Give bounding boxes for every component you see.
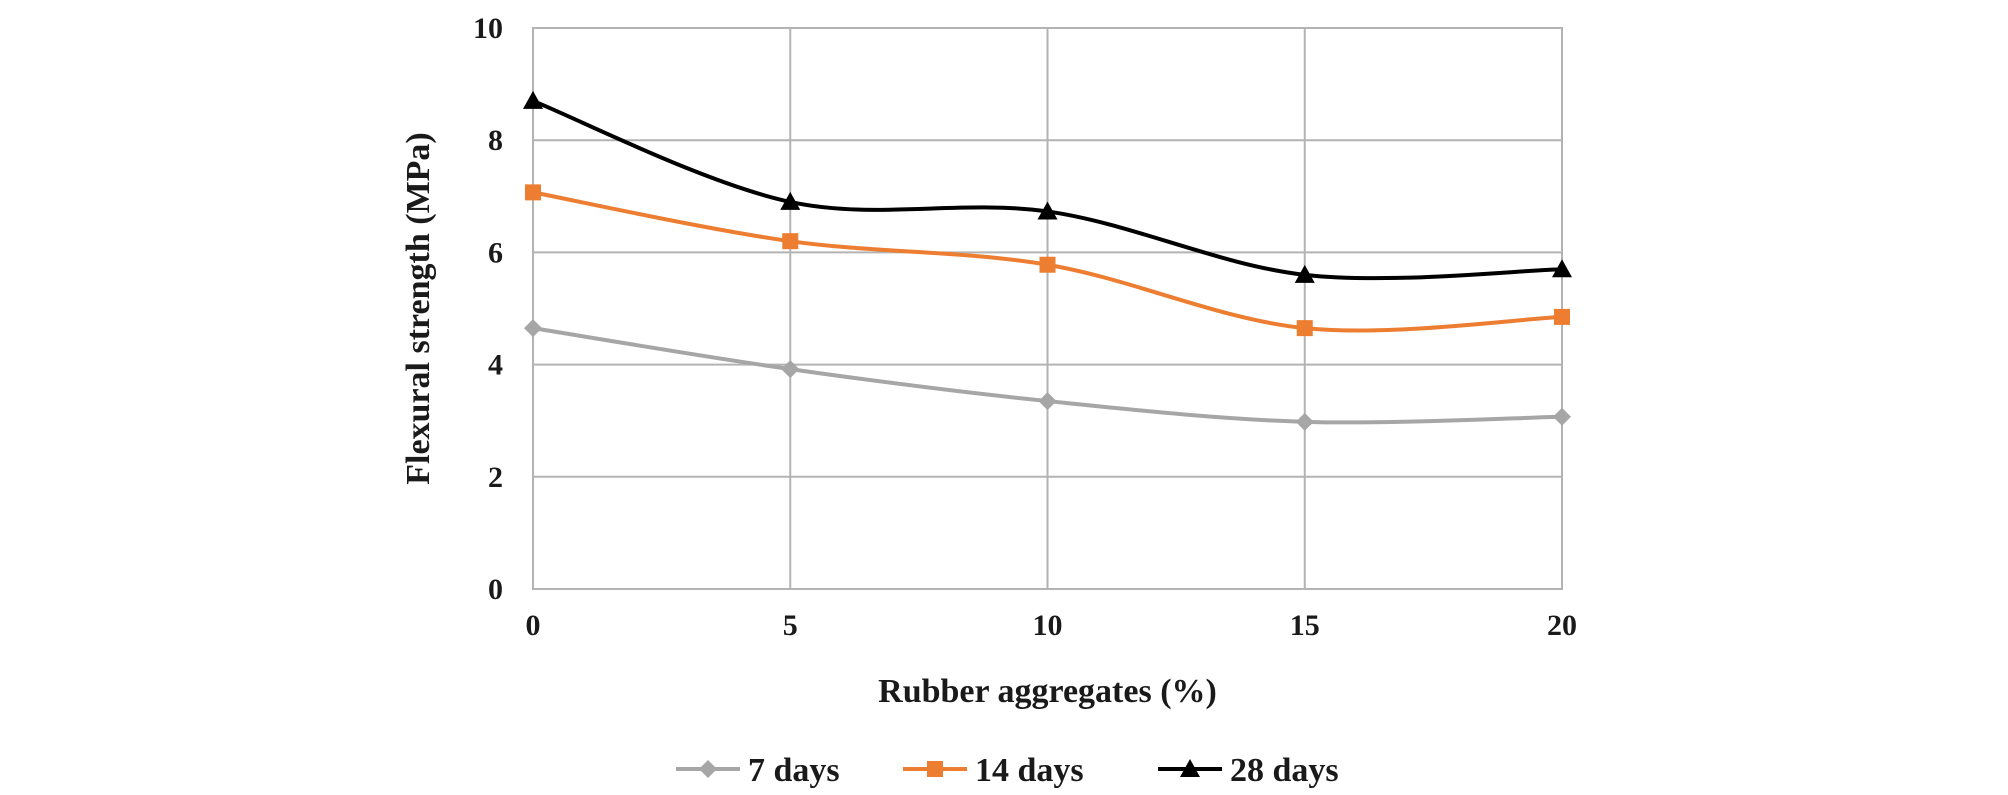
- y-tick-label: 8: [488, 124, 503, 157]
- data-point: [1552, 259, 1572, 278]
- data-point: [524, 319, 542, 338]
- y-tick-label: 4: [488, 349, 503, 382]
- x-tick-label: 5: [783, 609, 798, 642]
- series-group: [523, 90, 1572, 431]
- series-2: [523, 90, 1572, 283]
- data-point: [1554, 308, 1570, 325]
- legend-label: 14 days: [975, 752, 1084, 789]
- data-point: [523, 90, 543, 109]
- data-point: [1295, 412, 1314, 431]
- plot-area: [532, 27, 1563, 590]
- legend-marker: [1180, 759, 1200, 777]
- data-point: [782, 233, 799, 250]
- legend-item: 28 days: [1158, 752, 1339, 789]
- y-tick-label: 6: [488, 236, 503, 269]
- y-axis-ticks: 0 2 4 6 8 10: [473, 12, 503, 606]
- data-point: [525, 184, 541, 201]
- legend-marker: [927, 761, 943, 777]
- y-tick-label: 10: [473, 12, 503, 45]
- legend-label: 7 days: [748, 752, 840, 789]
- y-tick-label: 2: [488, 461, 503, 494]
- x-axis-title: Rubber aggregates (%): [878, 673, 1217, 710]
- x-tick-label: 0: [526, 609, 541, 642]
- x-tick-label: 10: [1033, 609, 1063, 642]
- series-1: [525, 184, 1570, 337]
- data-point: [780, 191, 801, 210]
- legend-item: 7 days: [676, 752, 840, 789]
- data-point: [1296, 320, 1313, 337]
- data-point: [1037, 201, 1058, 220]
- series-0: [524, 319, 1571, 431]
- x-tick-label: 15: [1290, 609, 1320, 642]
- data-point: [1294, 264, 1315, 283]
- legend-item: 14 days: [903, 752, 1084, 789]
- data-point: [1039, 256, 1056, 273]
- x-tick-label: 20: [1547, 609, 1577, 642]
- x-axis-ticks: 0 5 10 15 20: [526, 609, 1578, 642]
- legend-marker: [699, 760, 717, 778]
- y-tick-label: 0: [488, 573, 503, 606]
- legend: 7 days 14 days 28 days: [676, 752, 1339, 789]
- y-axis-title: Flexural strength (MPa): [400, 132, 437, 485]
- data-point: [1038, 392, 1057, 411]
- data-point: [1553, 407, 1571, 426]
- legend-label: 28 days: [1230, 752, 1339, 789]
- grid: [532, 27, 1563, 590]
- data-point: [781, 360, 800, 379]
